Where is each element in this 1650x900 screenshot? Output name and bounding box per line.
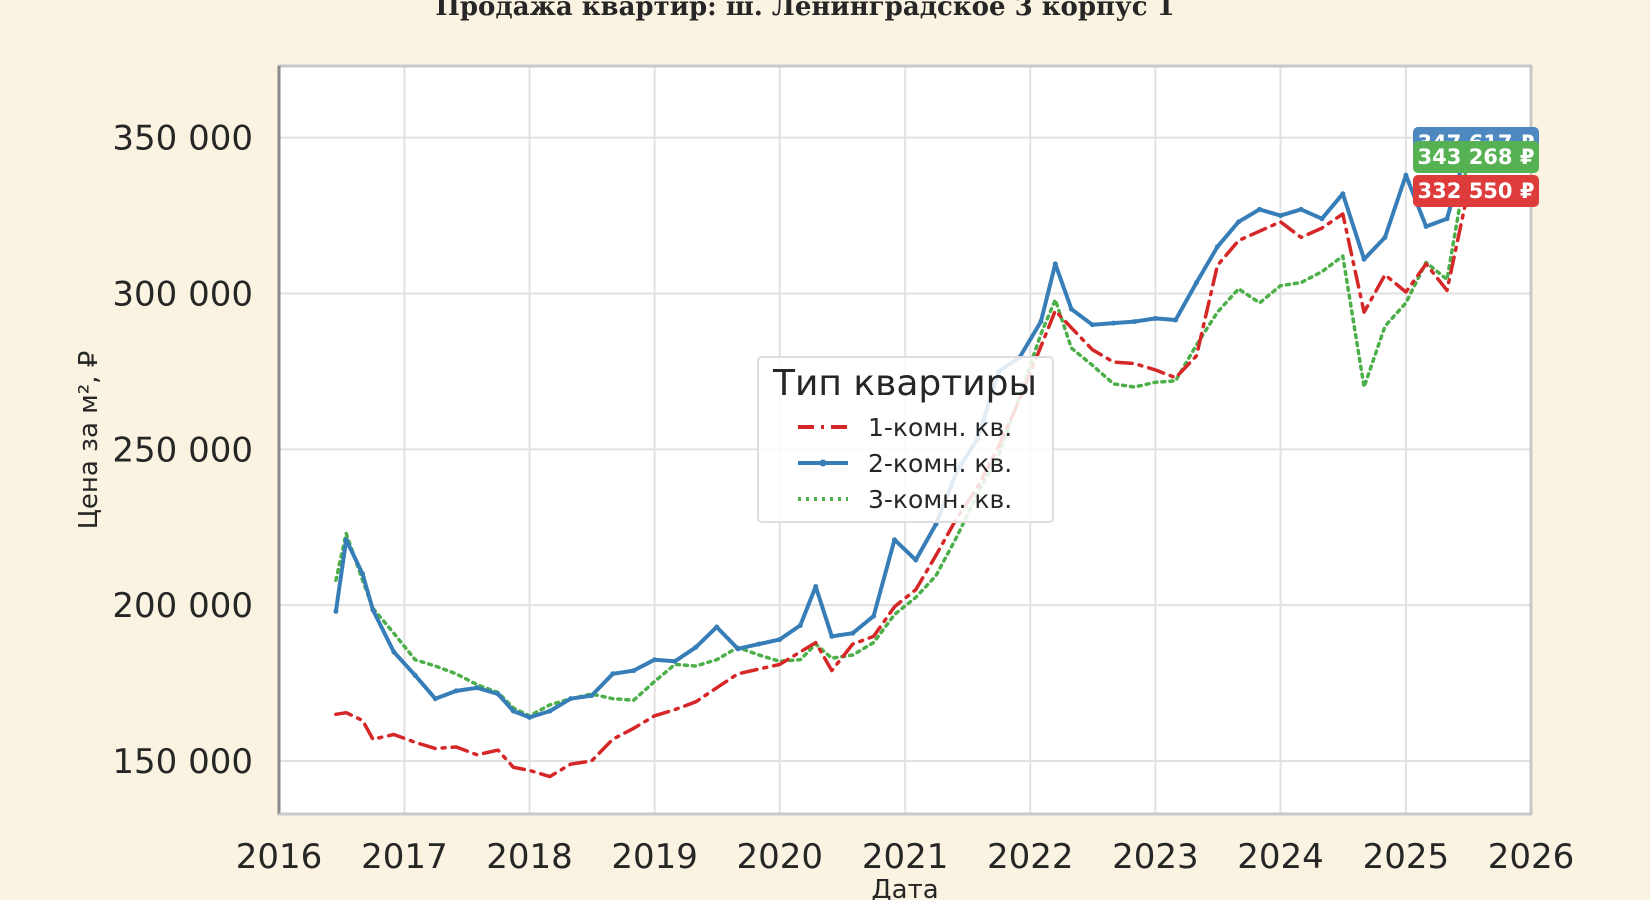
legend: Тип квартиры 1-комн. кв. 2-комн. кв. 3-ком… [757, 356, 1054, 523]
series-point-2-room [370, 607, 376, 613]
x-tick-label: 2018 [486, 837, 573, 877]
series-point-2-room [333, 608, 339, 614]
series-point-2-room [1068, 306, 1074, 312]
series-point-2-room [610, 671, 616, 677]
series-point-2-room [1236, 219, 1242, 225]
end-label-text: 332 550 ₽ [1418, 179, 1535, 203]
series-point-2-room [871, 613, 877, 619]
series-point-2-room [652, 657, 658, 663]
series-point-2-room [777, 636, 783, 642]
x-tick-label: 2016 [236, 837, 323, 877]
y-tick-label: 250 000 [112, 430, 253, 470]
series-point-2-room [913, 557, 919, 563]
series-point-2-room [1361, 256, 1367, 262]
end-value-labels: 347 617 ₽343 268 ₽332 550 ₽ [1413, 127, 1539, 207]
series-point-2-room [568, 696, 574, 702]
legend-box [757, 356, 1054, 523]
y-tick-label: 300 000 [112, 275, 253, 315]
legend-marker [819, 459, 827, 467]
x-tick-label: 2024 [1237, 837, 1324, 877]
x-tick-label: 2017 [361, 837, 448, 877]
series-point-2-room [1214, 244, 1220, 250]
series-line-3-room [334, 156, 1470, 718]
series-point-2-room [1423, 224, 1429, 230]
y-tick-label: 150 000 [112, 742, 253, 782]
x-tick-label: 2022 [987, 837, 1074, 877]
series-point-2-room [1152, 315, 1158, 321]
series-point-2-room [1298, 206, 1304, 212]
series-point-2-room [495, 691, 501, 697]
series-point-2-room [589, 693, 595, 699]
series-point-2-room [1257, 206, 1263, 212]
x-tick-label: 2026 [1488, 837, 1575, 877]
series-point-2-room [1319, 216, 1325, 222]
series-point-2-room [1038, 319, 1044, 325]
series-point-2-room [1193, 280, 1199, 286]
legend-label: 3-комн. кв. [868, 485, 1012, 514]
chart-title: Продажа квартир: ш. Ленинградское 3 корп… [435, 0, 1174, 22]
end-label-text: 343 268 ₽ [1418, 145, 1535, 169]
series-line-1-room [334, 190, 1470, 779]
series-point-2-room [412, 672, 418, 678]
series-point-2-room [453, 688, 459, 694]
series-point-2-room [474, 685, 480, 691]
series-point-2-room [631, 668, 637, 674]
x-axis-title: Дата [871, 875, 938, 900]
series-point-2-room [527, 714, 533, 720]
series-point-2-room [1340, 191, 1346, 197]
end-label-box [1413, 141, 1539, 173]
x-tick-labels: 2016 2017 2018 2019 2020 2021 2022 2023 2024 2025… [236, 837, 1575, 877]
x-tick-label: 2025 [1363, 837, 1450, 877]
series-point-2-room [1382, 234, 1388, 240]
series-point-2-room [1111, 320, 1117, 326]
series-point-2-room [813, 583, 819, 589]
series-point-2-room [829, 633, 835, 639]
end-label-badge: 332 550 ₽ [1413, 175, 1539, 207]
legend-label: 1-комн. кв. [868, 413, 1012, 442]
y-tick-label: 200 000 [112, 586, 253, 626]
series-point-2-room [693, 644, 699, 650]
series-point-2-room [892, 537, 898, 543]
series-point-2-room [735, 646, 741, 652]
series-point-2-room [672, 658, 678, 664]
series-point-2-room [1444, 216, 1450, 222]
series-point-2-room [756, 641, 762, 647]
series-point-2-room [1403, 172, 1409, 178]
series-point-2-room [510, 708, 516, 714]
series-point-2-room [391, 649, 397, 655]
end-label-box [1413, 175, 1539, 207]
x-tick-label: 2023 [1112, 837, 1199, 877]
series-line-2-room [333, 143, 1470, 720]
x-tick-label: 2021 [862, 837, 949, 877]
x-tick-label: 2020 [736, 837, 823, 877]
series-point-2-room [1089, 322, 1095, 328]
series-point-2-room [1052, 261, 1058, 267]
y-tick-label: 350 000 [112, 119, 253, 159]
legend-title: Тип квартиры [772, 363, 1037, 404]
legend-label: 2-комн. кв. [868, 449, 1012, 478]
series-point-2-room [850, 630, 856, 636]
series-point-2-room [343, 537, 349, 543]
series-point-2-room [714, 624, 720, 630]
y-tick-labels: 150 000 200 000 250 000 300 000 350 000 [112, 119, 253, 782]
series-point-2-room [547, 708, 553, 714]
y-axis-title: Цена за м², ₽ [74, 351, 104, 530]
end-label-badge: 343 268 ₽ [1413, 141, 1539, 173]
x-tick-label: 2019 [611, 837, 698, 877]
series-point-2-room [797, 622, 803, 628]
series-point-2-room [1131, 319, 1137, 325]
series-point-2-room [1173, 317, 1179, 323]
series-point-2-room [1277, 213, 1283, 219]
series-point-2-room [432, 696, 438, 702]
series-point-2-room [360, 571, 366, 577]
